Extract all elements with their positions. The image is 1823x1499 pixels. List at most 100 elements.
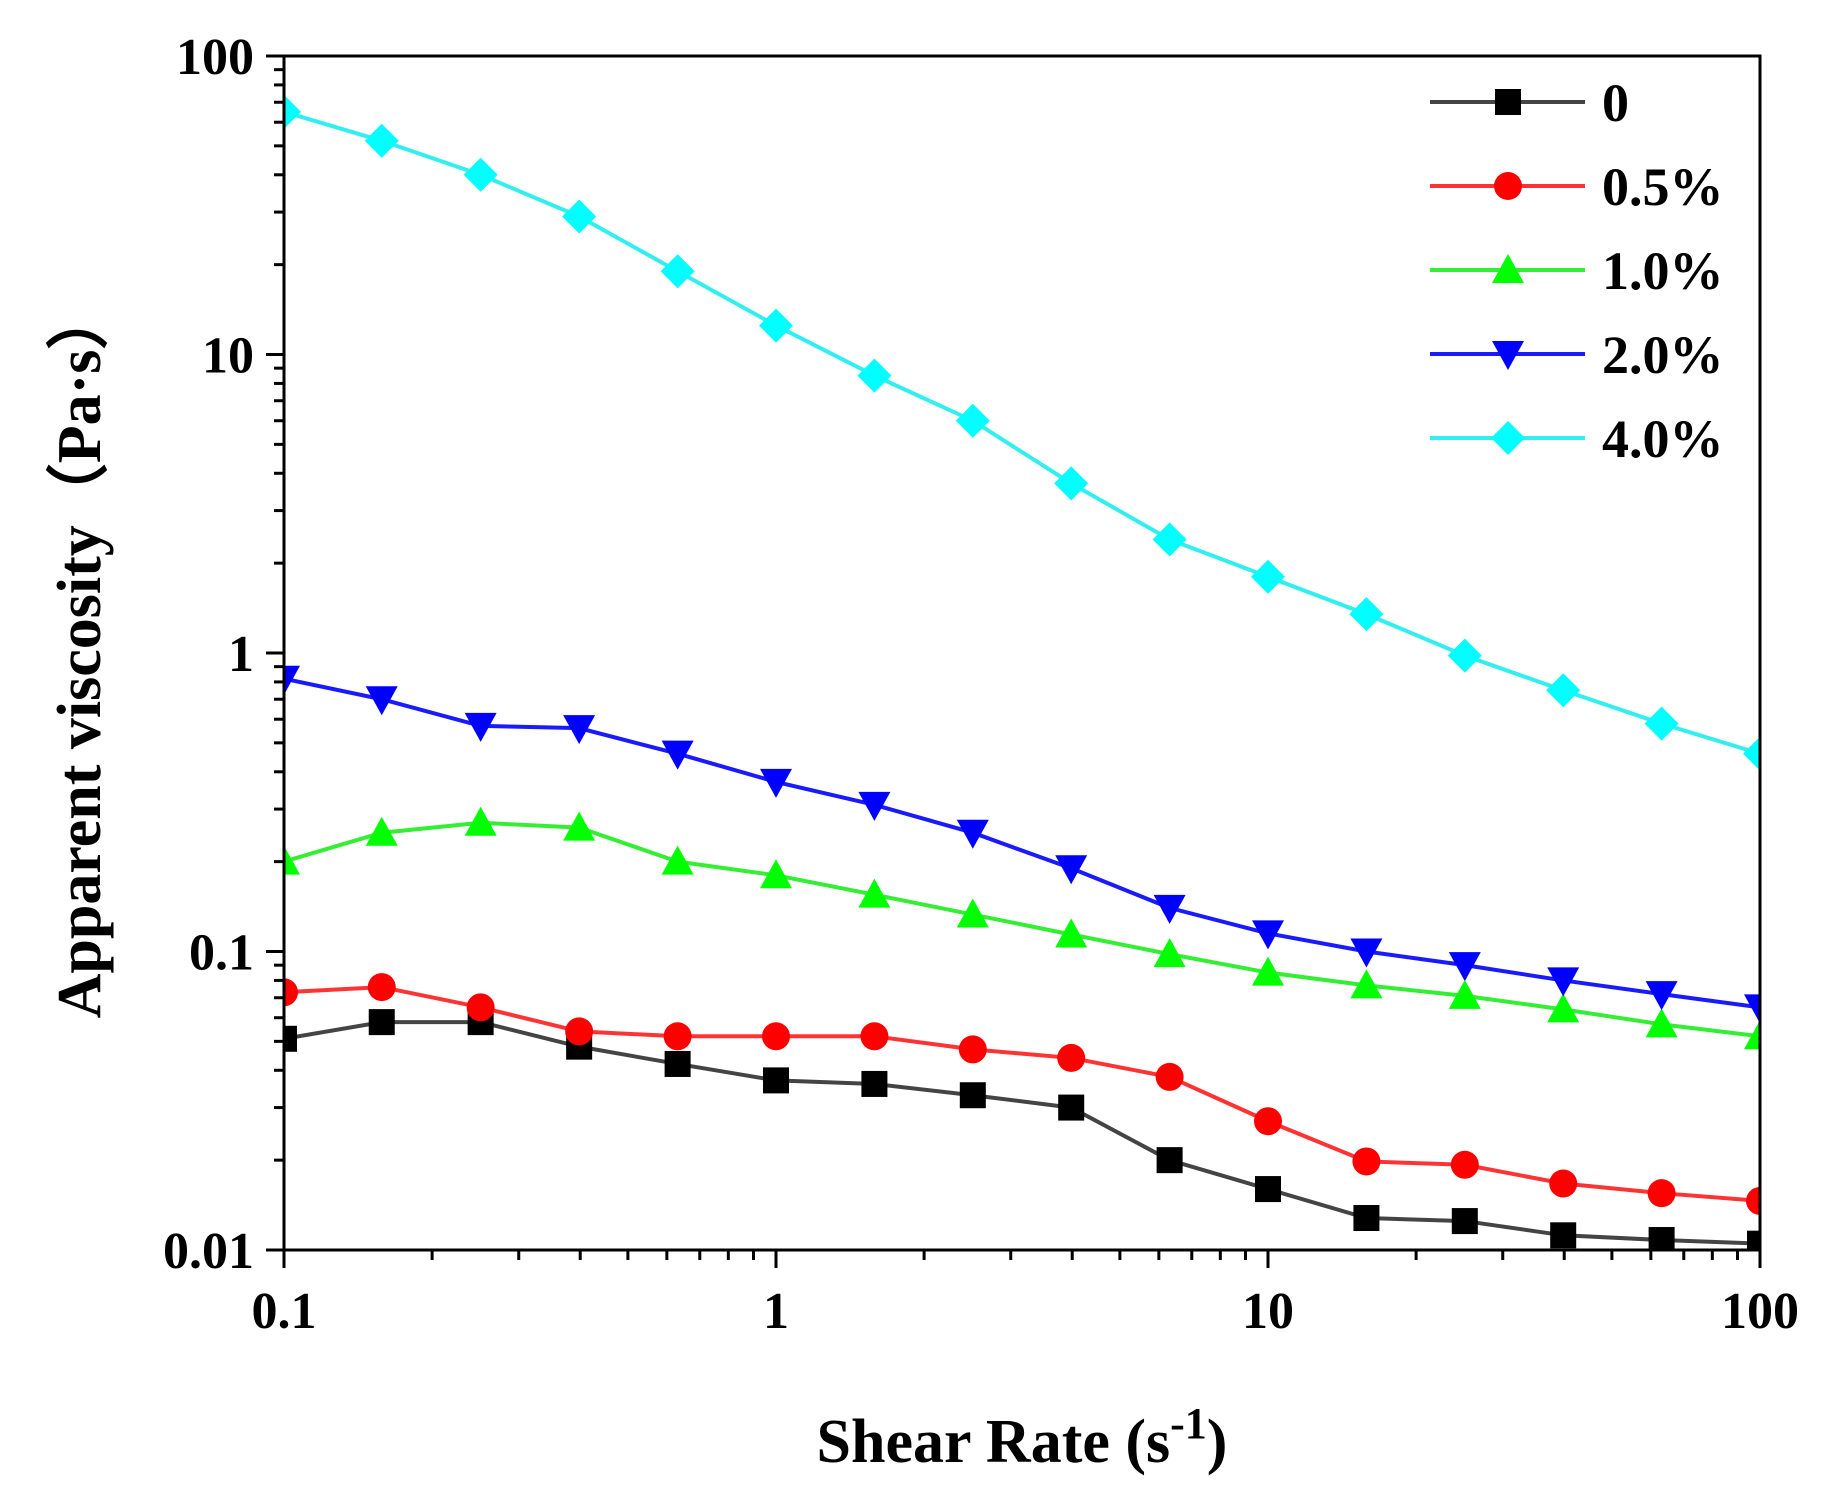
- data-point: [463, 157, 498, 192]
- data-point: [563, 811, 596, 841]
- data-point: [1252, 956, 1284, 986]
- legend-item: 1.0%: [1430, 241, 1724, 301]
- legend-item: 0: [1430, 73, 1629, 133]
- data-point: [1743, 736, 1760, 771]
- legend-label: 4.0%: [1602, 409, 1724, 469]
- data-point: [1448, 979, 1481, 1009]
- legend-item: 4.0%: [1430, 409, 1724, 469]
- legend-marker: [1491, 421, 1525, 455]
- data-point: [760, 768, 792, 798]
- y-tick-label: 10: [202, 328, 254, 385]
- legend-marker: [1495, 89, 1521, 115]
- data-point: [284, 1025, 297, 1052]
- data-point: [1744, 994, 1760, 1024]
- series-1: [284, 973, 1760, 1215]
- data-point: [1155, 1062, 1184, 1091]
- x-axis-title-superscript: -1: [1170, 1399, 1207, 1448]
- data-point: [365, 686, 398, 716]
- plot-frame: [282, 54, 1762, 1252]
- data-point: [860, 1022, 889, 1051]
- data-point: [365, 816, 398, 846]
- y-tick-label: 0.01: [163, 1223, 254, 1280]
- data-point: [1647, 1179, 1676, 1208]
- data-point: [1450, 1150, 1479, 1179]
- x-axis-title: Shear Rate (s-1): [817, 1399, 1228, 1476]
- data-point: [565, 1017, 594, 1046]
- x-tick-label: 1: [763, 1283, 789, 1340]
- data-point: [1744, 1020, 1760, 1050]
- data-point: [861, 1070, 888, 1097]
- series-4: [284, 94, 1760, 771]
- data-point: [661, 845, 694, 875]
- data-point: [1352, 1147, 1381, 1176]
- series-3: [284, 665, 1760, 1024]
- x-tick-label: 10: [1242, 1283, 1294, 1340]
- data-point: [1550, 1222, 1577, 1249]
- data-point: [760, 859, 792, 889]
- data-point: [858, 791, 891, 821]
- legend-label: 0: [1602, 73, 1629, 133]
- data-point: [284, 978, 298, 1007]
- data-point: [1152, 522, 1187, 557]
- legend-item: 2.0%: [1430, 325, 1724, 385]
- data-point: [562, 199, 597, 234]
- series-line: [284, 676, 1760, 1010]
- data-point: [1747, 1230, 1760, 1250]
- legend-marker: [1494, 172, 1522, 200]
- data-point: [1644, 706, 1679, 741]
- data-point: [1054, 466, 1089, 501]
- data-point: [664, 1050, 691, 1077]
- data-point: [956, 898, 989, 928]
- data-point: [956, 819, 989, 849]
- data-point: [661, 740, 694, 770]
- data-point: [464, 712, 497, 742]
- data-point: [1156, 1147, 1183, 1174]
- data-point: [1255, 1176, 1281, 1203]
- data-point: [1451, 1208, 1478, 1235]
- axes-ticks: [266, 54, 1762, 1268]
- series-line: [284, 109, 1760, 756]
- legend-label: 2.0%: [1602, 325, 1724, 385]
- data-point: [1153, 938, 1186, 968]
- y-tick-label: 100: [176, 29, 254, 86]
- data-point: [464, 806, 497, 836]
- series-line: [284, 985, 1760, 1203]
- data-point: [1645, 1008, 1678, 1038]
- y-tick-label: 1: [228, 626, 254, 683]
- data-point: [1746, 1186, 1760, 1215]
- series-line: [284, 820, 1760, 1039]
- data-point: [1254, 1107, 1282, 1136]
- data-point: [1648, 1227, 1675, 1250]
- series-0: [284, 1009, 1760, 1250]
- data-point: [1349, 597, 1384, 632]
- data-point: [660, 254, 695, 289]
- data-point: [1252, 920, 1284, 950]
- x-tick-label: 0.1: [252, 1283, 317, 1340]
- data-point: [663, 1022, 692, 1051]
- data-point: [1353, 1204, 1380, 1231]
- legend-label: 0.5%: [1602, 157, 1724, 217]
- data-point: [1645, 981, 1678, 1011]
- legend-marker: [1492, 341, 1524, 370]
- data-point: [364, 123, 399, 158]
- y-tick-label: 0.1: [189, 925, 254, 982]
- data-point: [1549, 1169, 1578, 1198]
- legend: 0 0.5% 1.0% 2.0% 4.0%: [1430, 73, 1724, 469]
- data-point: [858, 878, 891, 908]
- x-tick-label: 100: [1721, 1283, 1799, 1340]
- data-point: [759, 308, 793, 343]
- y-axis-title: Apparent viscosity（Pa·s）: [44, 288, 114, 1019]
- data-point: [1153, 894, 1186, 924]
- data-point: [1350, 969, 1383, 999]
- data-point: [1055, 918, 1088, 948]
- data-point: [1350, 938, 1383, 968]
- series-2: [284, 806, 1760, 1050]
- x-axis-title-close: ): [1207, 1408, 1228, 1476]
- legend-label: 1.0%: [1602, 241, 1724, 301]
- data-point: [959, 1082, 986, 1109]
- data-point: [1055, 855, 1088, 885]
- data-point: [1058, 1094, 1085, 1121]
